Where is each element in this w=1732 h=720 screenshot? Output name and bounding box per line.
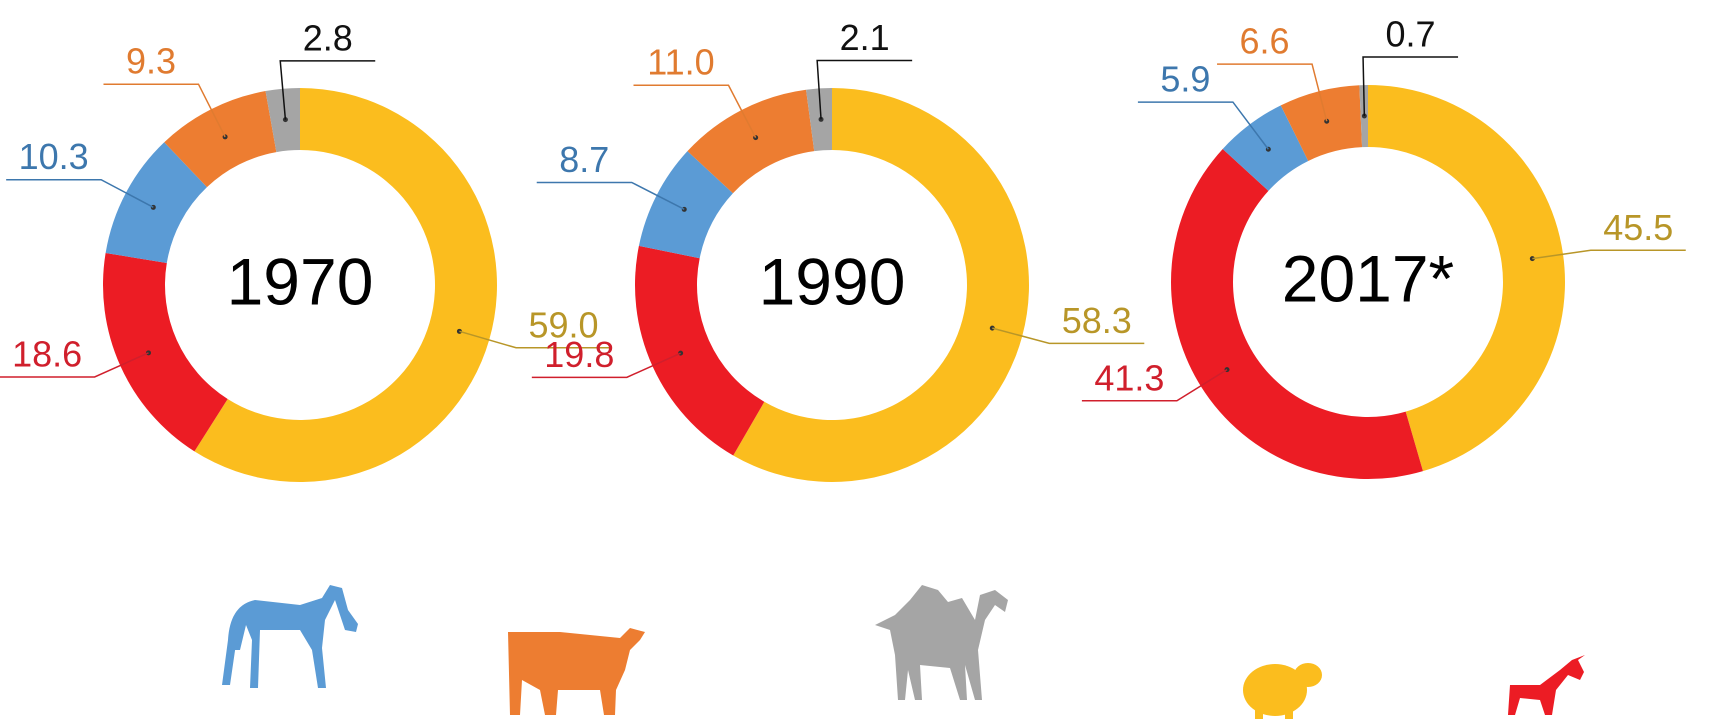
donut-segment: [1280, 85, 1363, 161]
leader-line: [1362, 56, 1459, 117]
leader-line: [531, 352, 681, 379]
value-label: 2.1: [840, 17, 890, 58]
donut-segment: [102, 252, 228, 452]
value-label: 2.8: [303, 17, 353, 58]
donut-segment: [265, 88, 300, 153]
leader-line: [816, 59, 913, 120]
value-label: 6.6: [1240, 21, 1290, 62]
donut-segment: [1222, 105, 1309, 191]
donut-title: 1990: [759, 244, 906, 318]
cow-icon: [508, 628, 645, 715]
value-label: 0.7: [1386, 14, 1436, 55]
value-label: 11.0: [647, 42, 714, 83]
donut-segment: [635, 245, 765, 456]
value-label: 45.5: [1603, 207, 1673, 248]
donut-segment: [638, 151, 733, 259]
leader-line: [103, 83, 226, 138]
leader-line: [633, 84, 757, 138]
leader-line: [1137, 101, 1269, 150]
donut-segment: [687, 89, 815, 194]
legend-icons: [222, 585, 1585, 719]
donut-segment: [164, 91, 277, 188]
camel-icon: [875, 585, 1008, 700]
leader-line: [0, 352, 149, 378]
donut-segment: [1171, 148, 1423, 479]
leader-line: [536, 181, 685, 211]
value-label: 59.0: [529, 304, 599, 345]
leader-line: [459, 330, 612, 349]
value-label: 10.3: [19, 136, 89, 177]
leader-line: [6, 178, 154, 208]
value-label: 8.7: [559, 139, 609, 180]
donut-segment: [194, 88, 497, 482]
donut-segment: [1368, 85, 1566, 472]
donut-segment: [733, 88, 1030, 483]
donut-title: 1970: [227, 244, 374, 318]
value-label: 58.3: [1062, 300, 1132, 341]
value-label: 18.6: [12, 333, 82, 374]
donut-segment: [105, 142, 207, 264]
value-label: 19.8: [544, 334, 614, 375]
leader-line: [279, 60, 376, 120]
sheep-icon: [1243, 663, 1322, 719]
goat-icon: [1508, 655, 1585, 715]
horse-icon: [222, 585, 358, 688]
donut-title: 2017*: [1282, 241, 1455, 315]
leader-line: [992, 327, 1145, 345]
leader-line: [1217, 63, 1328, 122]
value-label: 9.3: [126, 41, 176, 82]
value-label: 5.9: [1160, 59, 1210, 100]
value-label: 41.3: [1094, 357, 1164, 398]
leader-line: [1532, 249, 1686, 260]
leader-line: [1081, 368, 1228, 402]
